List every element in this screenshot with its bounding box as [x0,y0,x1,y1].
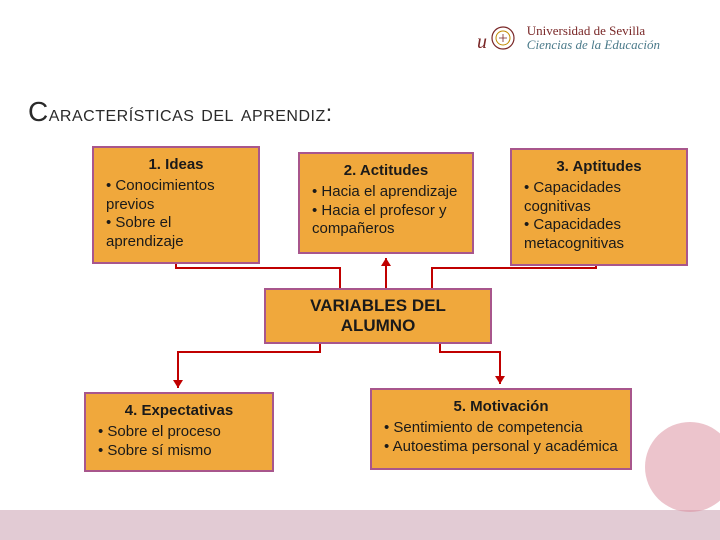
node-box-expectativas: 4. Expectativas Sobre el procesoSobre sí … [84,392,274,472]
circle-decoration [645,422,720,512]
node-box-ideas: 1. Ideas Conocimientos previosSobre el ap… [92,146,260,264]
node-item: Sobre el proceso [98,423,262,442]
node-item: Conocimientos previos [106,177,248,215]
node-box-motivacion: 5. Motivación Sentimiento de competenciaA… [370,388,632,470]
node-item-list: Sentimiento de competenciaAutoestima per… [382,419,620,457]
node-title: 4. Expectativas [96,402,262,421]
node-item-list: Conocimientos previosSobre el aprendizaj… [104,177,248,252]
node-item-list: Capacidades cognitivasCapacidades metaco… [522,179,676,254]
node-item-list: Hacia el aprendizajeHacia el profesor y … [310,183,462,239]
node-item: Capacidades cognitivas [524,179,676,217]
node-item: Hacia el profesor y compañeros [312,202,462,240]
node-item: Sobre el aprendizaje [106,214,248,252]
bottom-accent-bar [0,510,720,540]
university-name: Universidad de Sevilla [527,24,660,38]
node-title: 5. Motivación [382,398,620,417]
node-item: Hacia el aprendizaje [312,183,462,202]
university-seal-icon: u [475,18,519,58]
node-item-list: Sobre el procesoSobre sí mismo [96,423,262,461]
node-item: Sobre sí mismo [98,442,262,461]
node-item: Capacidades metacognitivas [524,216,676,254]
node-title: 1. Ideas [104,156,248,175]
center-box-variables: VARIABLES DEL ALUMNO [264,288,492,344]
svg-text:u: u [477,31,487,53]
node-title: 3. Aptitudes [522,158,676,177]
node-title: 2. Actitudes [310,162,462,181]
faculty-name: Ciencias de la Educación [527,38,660,52]
header-logo-block: u Universidad de Sevilla Ciencias de la … [475,18,660,58]
node-box-actitudes: 2. Actitudes Hacia el aprendizajeHacia el… [298,152,474,254]
node-item: Sentimiento de competencia [384,419,620,438]
node-box-aptitudes: 3. Aptitudes Capacidades cognitivasCapaci… [510,148,688,266]
page-title: Características del aprendiz: [28,96,333,128]
node-item: Autoestima personal y académica [384,438,620,457]
